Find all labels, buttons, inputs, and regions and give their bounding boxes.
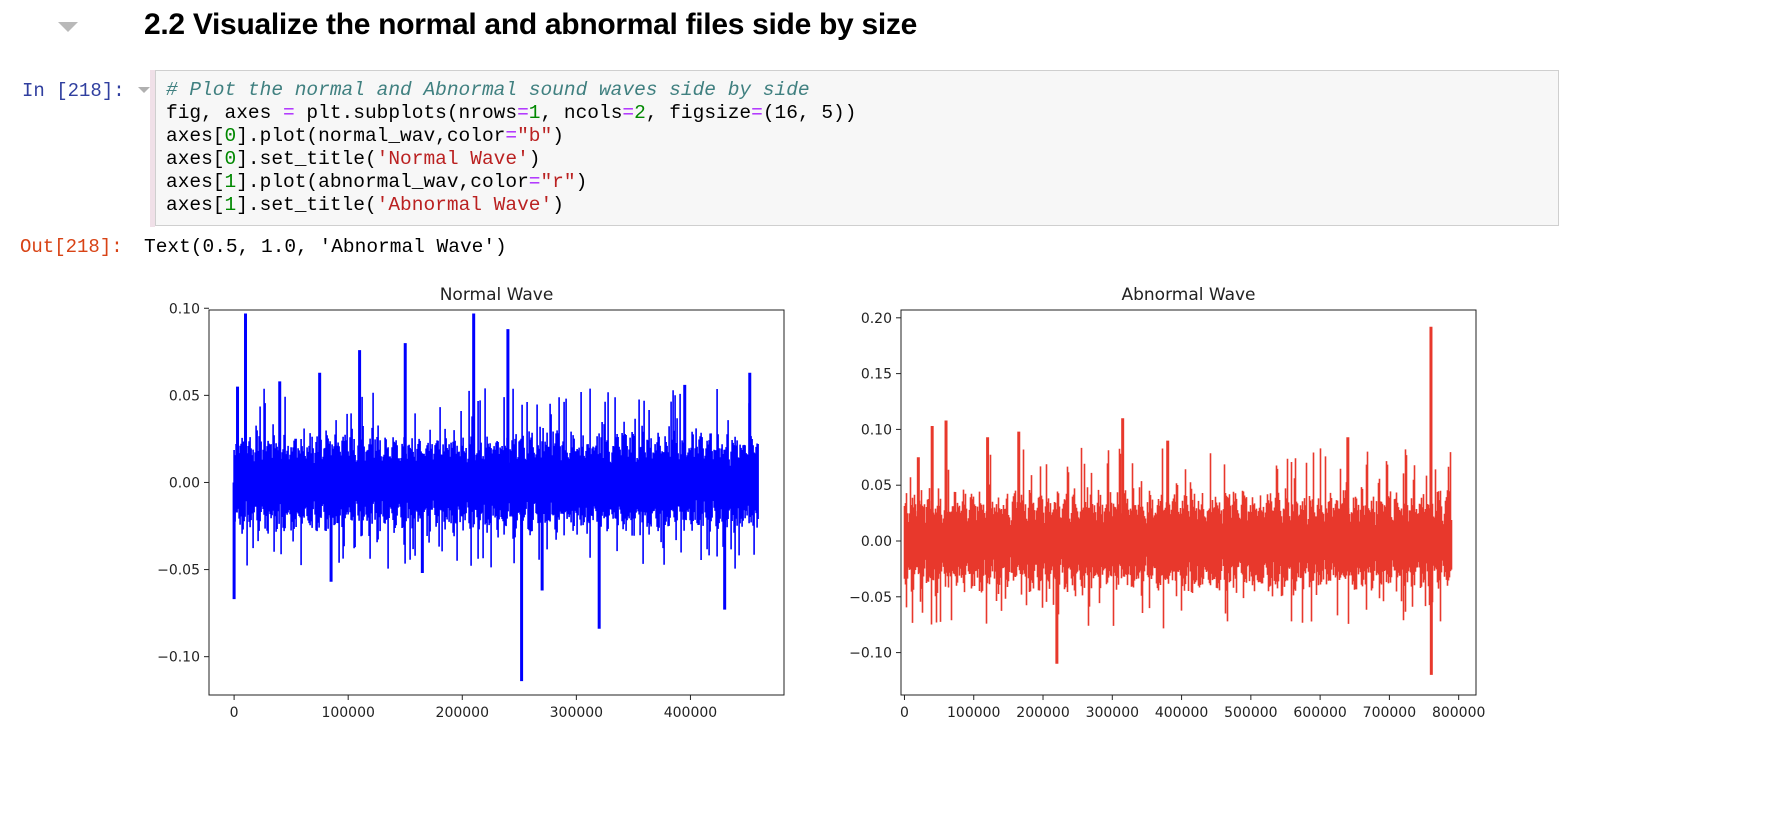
code-token: axes[ xyxy=(166,125,225,147)
matplotlib-figure: Normal Wave −0.10 −0.05 0.00 0.05 0.10 0 100000… xyxy=(157,285,1485,721)
output-text: Text(0.5, 1.0, 'Abnormal Wave') xyxy=(144,236,507,258)
code-line: # Plot the normal and Abnormal sound wav… xyxy=(166,79,810,102)
code-token: = xyxy=(517,102,529,124)
code-line: axes[0].set_title('Normal Wave') xyxy=(166,148,540,171)
y-tick-label: 0.00 xyxy=(169,475,200,491)
y-tick-label: 0.10 xyxy=(169,301,200,317)
code-token: axes[ xyxy=(166,194,225,216)
x-tick-label: 800000 xyxy=(1432,705,1485,721)
code-line: axes[0].plot(normal_wav,color="b") xyxy=(166,125,564,148)
x-tick-label: 200000 xyxy=(1016,705,1069,721)
code-token: = xyxy=(505,125,518,147)
code-token: = xyxy=(751,102,763,124)
x-tick-label: 700000 xyxy=(1363,705,1416,721)
code-token: = xyxy=(528,171,541,193)
y-tick-label: 0.15 xyxy=(861,367,892,383)
code-line: axes[1].plot(abnormal_wav,color="r") xyxy=(166,171,587,194)
x-tick-label: 100000 xyxy=(947,705,1000,721)
code-token: axes[ xyxy=(166,171,225,193)
input-prompt: In [218]: xyxy=(22,80,125,102)
x-tick-label: 200000 xyxy=(436,705,489,721)
axes-frame xyxy=(900,309,1477,696)
cell-selection-bar xyxy=(150,70,155,227)
x-tick-label: 0 xyxy=(900,705,909,721)
section-title: Visualize the normal and abnormal files … xyxy=(192,8,917,41)
code-token: "r" xyxy=(540,171,576,193)
y-tick-label: −0.05 xyxy=(849,590,892,606)
chart-abnormal-wave: Abnormal Wave −0.10 −0.05 0.00 0.05 0.10 0.15 0… xyxy=(849,285,1485,721)
code-token: 1 xyxy=(224,171,237,193)
code-token: ].plot(normal_wav,color xyxy=(236,125,506,147)
code-token: = xyxy=(283,102,295,124)
x-tick-label: 500000 xyxy=(1224,705,1277,721)
code-token: ) xyxy=(552,194,564,216)
output-prompt: Out[218]: xyxy=(20,236,123,258)
y-tick-label: 0.05 xyxy=(169,388,200,404)
y-tick-label: 0.10 xyxy=(861,422,892,438)
x-tick-label: 300000 xyxy=(1086,705,1139,721)
y-tick-label: −0.10 xyxy=(157,650,200,666)
code-token: ) xyxy=(528,148,541,170)
code-token: ].set_title( xyxy=(236,148,377,170)
code-token: 'Abnormal Wave' xyxy=(376,194,553,216)
code-token: fig, axes xyxy=(166,102,284,124)
code-token: , ncols xyxy=(540,102,623,124)
code-token: , figsize xyxy=(645,102,752,124)
code-line: axes[1].set_title('Abnormal Wave') xyxy=(166,194,564,217)
code-token: 0 xyxy=(224,125,237,147)
chart-normal-wave: Normal Wave −0.10 −0.05 0.00 0.05 0.10 0 100000… xyxy=(157,285,785,721)
code-token: 'Normal Wave' xyxy=(376,148,529,170)
code-token: 2 xyxy=(634,102,646,124)
axes-frame xyxy=(208,309,785,696)
x-tick-label: 600000 xyxy=(1293,705,1346,721)
code-token: ].plot(abnormal_wav,color xyxy=(236,171,529,193)
collapse-heading-icon[interactable] xyxy=(58,22,78,32)
code-line: fig, axes = plt.subplots(nrows=1, ncols=… xyxy=(166,102,856,125)
code-token: "b" xyxy=(517,125,553,147)
x-tick-label: 400000 xyxy=(1155,705,1208,721)
code-token: ) xyxy=(552,125,564,147)
code-token: axes[ xyxy=(166,148,225,170)
y-tick-label: −0.10 xyxy=(849,646,892,662)
chart-title: Normal Wave xyxy=(440,285,554,305)
x-tick-label: 0 xyxy=(230,705,239,721)
y-tick-label: −0.05 xyxy=(157,563,200,579)
x-tick-label: 100000 xyxy=(321,705,374,721)
section-heading: 2.2 Visualize the normal and abnormal fi… xyxy=(144,8,917,42)
code-token: ) xyxy=(575,171,588,193)
cell-collapse-icon[interactable] xyxy=(138,87,150,93)
code-token: # Plot the normal and Abnormal sound wav… xyxy=(166,79,810,101)
wave-series xyxy=(233,388,759,569)
x-tick-label: 300000 xyxy=(550,705,603,721)
code-token: plt.subplots(nrows xyxy=(294,102,518,124)
code-token: 1 xyxy=(528,102,541,124)
code-token: (16, 5)) xyxy=(762,102,857,124)
code-token: ].set_title( xyxy=(236,194,377,216)
chart-title: Abnormal Wave xyxy=(1121,285,1255,305)
section-number: 2.2 xyxy=(144,8,185,41)
x-tick-label: 400000 xyxy=(664,705,717,721)
code-token: = xyxy=(622,102,635,124)
code-token: 1 xyxy=(224,194,237,216)
y-tick-label: 0.00 xyxy=(861,534,892,550)
wave-series xyxy=(903,447,1453,629)
code-token: 0 xyxy=(224,148,237,170)
code-cell-editor[interactable] xyxy=(155,70,1559,226)
y-tick-label: 0.20 xyxy=(861,311,892,327)
y-tick-label: 0.05 xyxy=(861,478,892,494)
